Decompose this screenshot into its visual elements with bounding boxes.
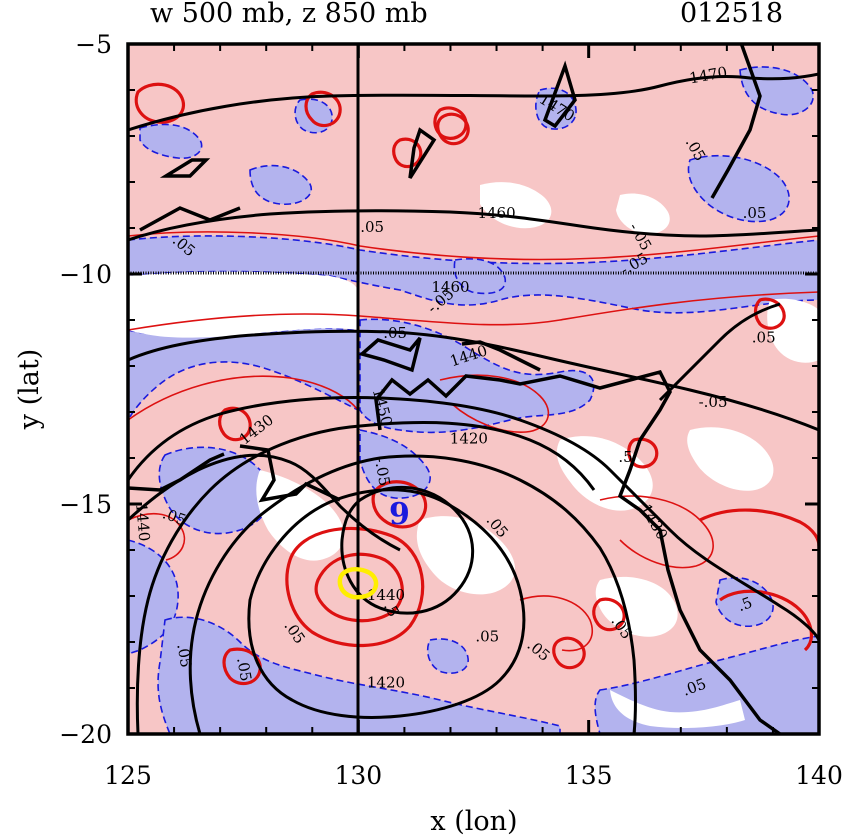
contour-label: 1440 [132, 503, 153, 543]
y-tick-label: −20 [59, 720, 112, 749]
positive-omega-contours [128, 82, 819, 686]
axis-layer: 125 130 135 140 −20 −15 −10 −5 [59, 30, 843, 790]
plot-frame [126, 42, 821, 736]
x-tick-label: 130 [334, 761, 382, 790]
y-tick-label: −10 [59, 260, 112, 289]
x-tick-label: 140 [795, 761, 843, 790]
plot-area: 1470147014601460144014301430142014201440… [128, 44, 819, 734]
contour-label: .05 [752, 328, 776, 346]
contour-label: -.05 [371, 456, 394, 488]
topography-outlines [128, 44, 782, 734]
contour-label: .05 [383, 324, 407, 342]
yellow-loop-icon [337, 567, 379, 600]
storm-symbol-icon: 9 [389, 497, 410, 532]
contour-label: .05 [233, 656, 255, 683]
height-contours [128, 72, 819, 734]
x-tick-label: 125 [104, 761, 152, 790]
contour-label: 1460 [477, 204, 515, 222]
x-axis-label: x (lon) [430, 806, 517, 837]
contour-label: .05 [743, 204, 767, 222]
y-axis-label: y (lat) [14, 349, 45, 431]
contour-label: -.05 [699, 393, 728, 411]
negative-omega-regions [128, 66, 819, 734]
contour-label: .05 [360, 218, 384, 236]
y-tick-label: −5 [75, 30, 112, 59]
contour-label: 1460 [431, 278, 469, 296]
contour-label: 1420 [450, 430, 488, 448]
chart-title: w 500 mb, z 850 mb [150, 0, 428, 29]
chart-datecode: 012518 [680, 0, 783, 29]
x-tick-label: 135 [565, 761, 613, 790]
contour-label: .05 [173, 642, 195, 669]
contour-label: 1420 [367, 673, 405, 691]
markers-layer: 9 [337, 497, 410, 600]
contour-label: .5 [735, 593, 755, 615]
y-tick-label: −15 [59, 490, 112, 519]
contour-label: .5 [618, 448, 632, 466]
contour-label: .05 [475, 627, 499, 645]
